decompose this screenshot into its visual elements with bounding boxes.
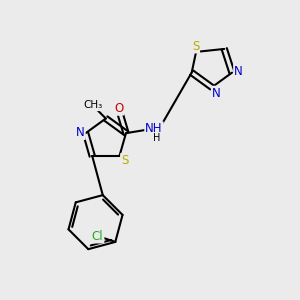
Text: Cl: Cl: [92, 230, 103, 242]
Text: N: N: [212, 87, 220, 100]
Text: N: N: [76, 126, 85, 139]
Text: S: S: [121, 154, 128, 167]
Text: NH: NH: [145, 122, 163, 135]
Text: N: N: [234, 65, 243, 78]
Text: S: S: [192, 40, 199, 52]
Text: H: H: [153, 133, 160, 143]
Text: CH₃: CH₃: [83, 100, 102, 110]
Text: O: O: [114, 102, 123, 115]
